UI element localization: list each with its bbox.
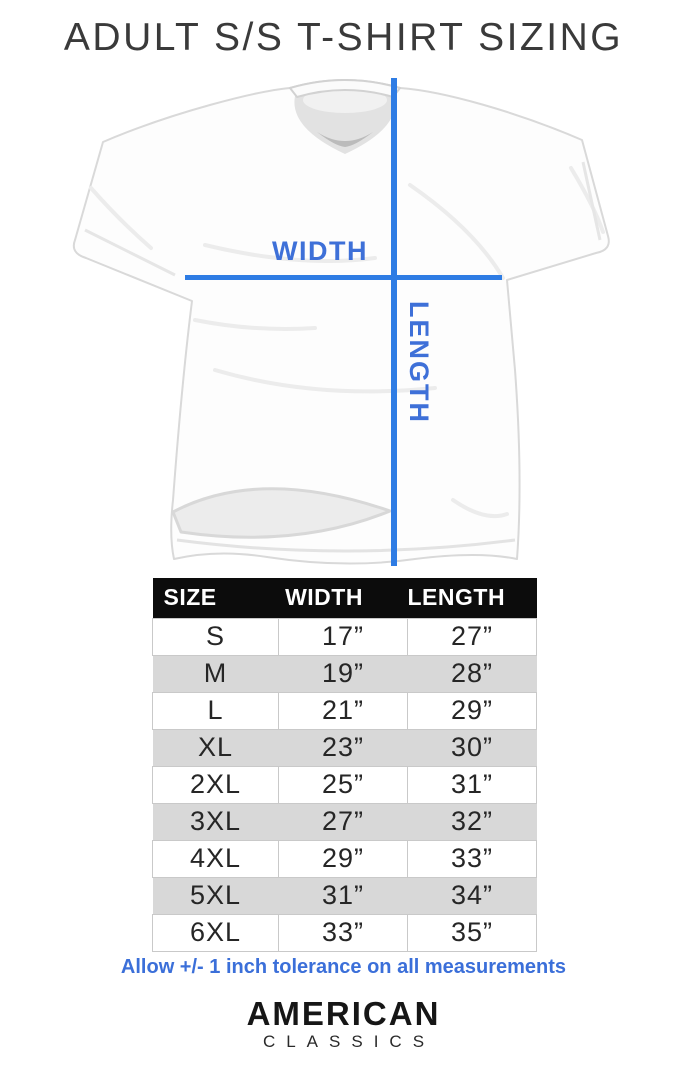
tshirt-illustration [72,79,610,565]
width-cell: 21” [278,691,408,730]
length-cell: 35” [407,913,537,952]
collar-inner-shadow [317,132,373,147]
width-label: WIDTH [272,236,368,266]
brand-name: AMERICAN [246,995,441,1032]
tshirt-body [72,79,610,565]
width-column-header: WIDTH [278,578,408,618]
size-cell: S [152,617,279,656]
width-cell: 17” [278,617,408,656]
hem-seam-line [176,538,516,553]
size-cell: M [152,655,279,692]
length-label: LENGTH [404,301,434,424]
table-row: 5XL 31” 34” [152,877,537,914]
size-column-header: SIZE [152,578,279,618]
length-cell: 27” [407,617,537,656]
size-cell: 4XL [152,839,279,878]
table-row: M 19” 28” [152,655,537,692]
width-cell: 25” [278,765,408,804]
table-row: 2XL 25” 31” [152,765,537,804]
length-cell: 28” [407,655,537,692]
length-column-header: LENGTH [407,578,537,618]
size-cell: 2XL [152,765,279,804]
brand-logo: AMERICAN CLASSICS [0,997,687,1053]
size-chart-table: SIZE WIDTH LENGTH S 17” 27” M 19” 28” L … [152,578,537,952]
right-sleeve-seam [581,161,602,241]
brand-subname: CLASSICS [262,1032,436,1051]
tolerance-note: Allow +/- 1 inch tolerance on all measur… [120,956,567,978]
page-title: ADULT S/S T-SHIRT SIZING [63,16,624,59]
size-cell: 6XL [152,913,279,952]
length-cell: 33” [407,839,537,878]
length-cell: 32” [407,803,537,840]
table-row: XL 23” 30” [152,729,537,766]
length-measure-line [391,78,397,566]
length-cell: 30” [407,729,537,766]
width-cell: 23” [278,729,408,766]
length-cell: 29” [407,691,537,730]
hem-fold-shadow [171,487,392,539]
collar-back-inside [303,87,387,113]
size-cell: L [152,691,279,730]
width-measure-line [185,275,502,280]
table-header-row: SIZE WIDTH LENGTH [152,578,537,618]
table-row: L 21” 29” [152,691,537,730]
width-cell: 27” [278,803,408,840]
width-cell: 31” [278,877,408,914]
size-cell: XL [152,729,279,766]
size-cell: 3XL [152,803,279,840]
left-sleeve-seam [84,228,176,277]
table-row: 3XL 27” 32” [152,803,537,840]
table-row: S 17” 27” [152,617,537,656]
width-cell: 19” [278,655,408,692]
length-cell: 31” [407,765,537,804]
table-row: 4XL 29” 33” [152,839,537,878]
width-cell: 33” [278,913,408,952]
table-row: 6XL 33” 35” [152,913,537,952]
size-cell: 5XL [152,877,279,914]
width-cell: 29” [278,839,408,878]
length-cell: 34” [407,877,537,914]
